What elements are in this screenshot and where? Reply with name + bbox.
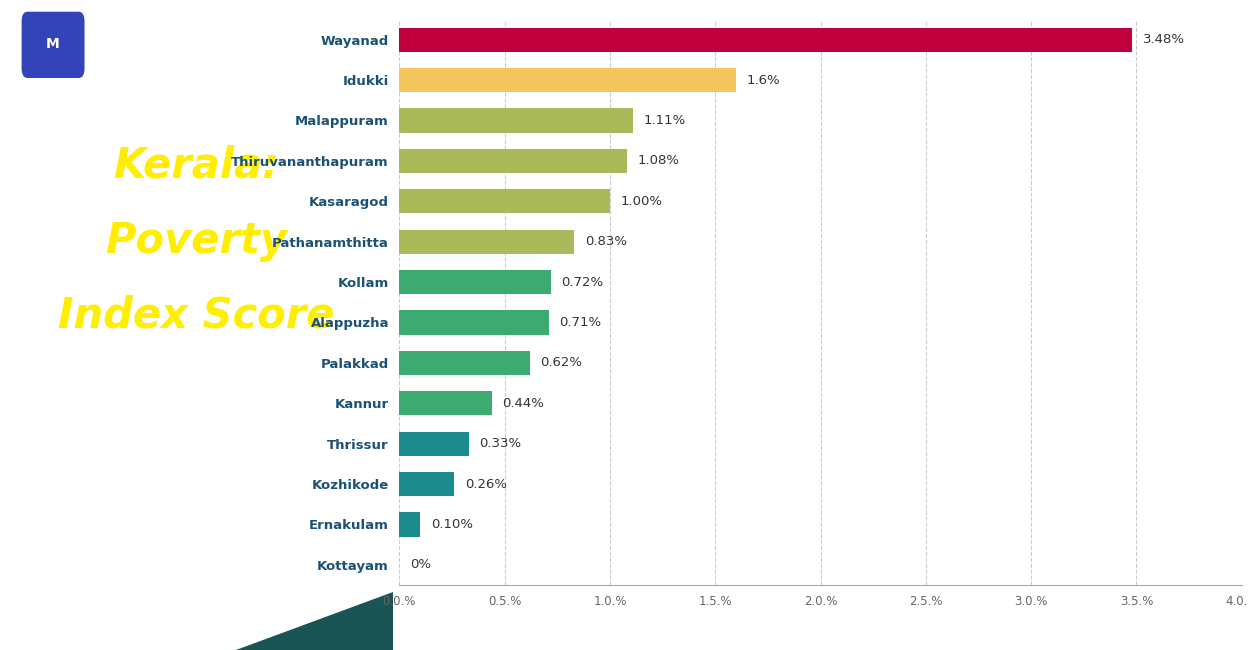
Bar	[399, 27, 1132, 52]
Text: 0.10%: 0.10%	[431, 518, 473, 531]
Text: 0.26%: 0.26%	[464, 478, 507, 491]
Text: ON: ON	[104, 34, 137, 54]
Text: 0.83%: 0.83%	[585, 235, 626, 248]
Text: M: M	[46, 37, 60, 51]
Bar	[399, 310, 549, 335]
Text: 1.08%: 1.08%	[638, 155, 679, 168]
Text: manorama: manorama	[171, 34, 277, 54]
Text: 3.48%: 3.48%	[1143, 33, 1184, 46]
Bar	[399, 270, 552, 294]
Bar	[399, 68, 736, 92]
Text: Kerala:: Kerala:	[114, 145, 280, 187]
Bar	[399, 351, 530, 375]
Bar	[399, 432, 469, 456]
Text: 0.71%: 0.71%	[559, 316, 602, 329]
Text: 1.00%: 1.00%	[620, 195, 663, 208]
Bar	[399, 472, 454, 496]
Bar	[399, 512, 421, 536]
Text: Poverty: Poverty	[106, 220, 287, 261]
Text: 0.72%: 0.72%	[562, 276, 604, 289]
FancyBboxPatch shape	[21, 12, 85, 78]
Bar	[399, 391, 492, 415]
Bar	[399, 149, 626, 173]
Text: 1.6%: 1.6%	[746, 73, 780, 86]
Bar	[399, 229, 574, 254]
Text: 0.62%: 0.62%	[540, 356, 583, 369]
Text: Percentage of
population
who are
multidimensionally
poor in
each district: Percentage of population who are multidi…	[102, 411, 291, 551]
Text: 0.33%: 0.33%	[479, 437, 522, 450]
Text: 0.44%: 0.44%	[503, 396, 544, 410]
Bar	[399, 109, 633, 133]
Text: Index Score: Index Score	[59, 294, 334, 336]
Text: 0%: 0%	[409, 558, 431, 571]
Polygon shape	[236, 592, 393, 650]
Text: 1.11%: 1.11%	[644, 114, 686, 127]
Bar	[399, 189, 610, 213]
